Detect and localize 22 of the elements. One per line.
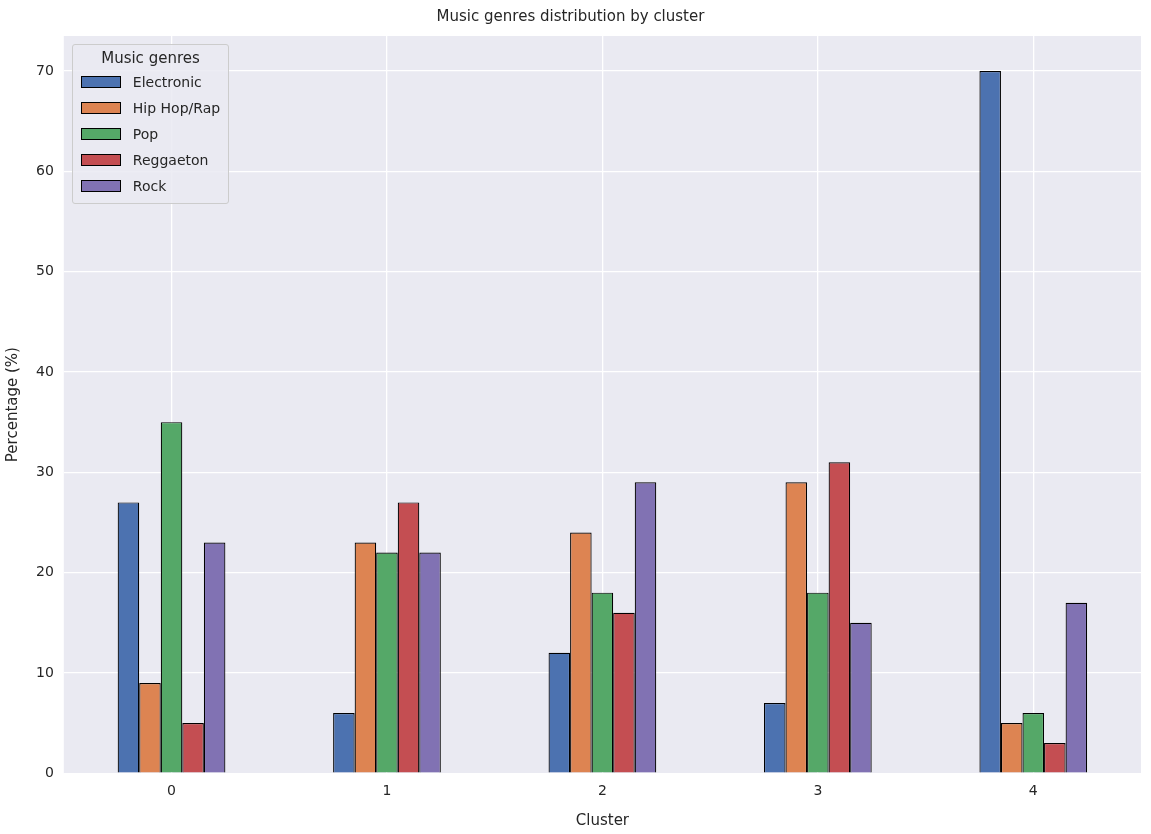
- y-tick-label: 30: [35, 462, 54, 479]
- x-tick-label: 0: [167, 782, 176, 799]
- legend-label: Electronic: [132, 74, 202, 90]
- x-tick-label: 1: [382, 782, 392, 799]
- y-tick-label: 50: [35, 262, 54, 279]
- y-axis-title: Percentage (%): [2, 347, 21, 463]
- legend-label: Reggaeton: [132, 152, 209, 168]
- y-tick-label: 60: [35, 162, 54, 179]
- y-tick-label: 40: [35, 362, 54, 379]
- legend-label: Rock: [132, 178, 167, 194]
- x-tick-label: 2: [597, 782, 607, 799]
- legend-label: Hip Hop/Rap: [132, 100, 221, 116]
- x-tick-label: 4: [1028, 782, 1038, 799]
- y-tick-label: 20: [35, 563, 54, 580]
- legend-label: Pop: [132, 126, 159, 142]
- x-axis-title: Cluster: [575, 810, 630, 829]
- x-tick-label: 3: [813, 782, 823, 799]
- legend-title: Music genres: [100, 49, 201, 67]
- y-tick-label: 10: [35, 663, 54, 680]
- chart-title: Music genres distribution by cluster: [436, 6, 706, 25]
- y-tick-label: 70: [35, 61, 54, 78]
- y-tick-label: 0: [44, 763, 54, 780]
